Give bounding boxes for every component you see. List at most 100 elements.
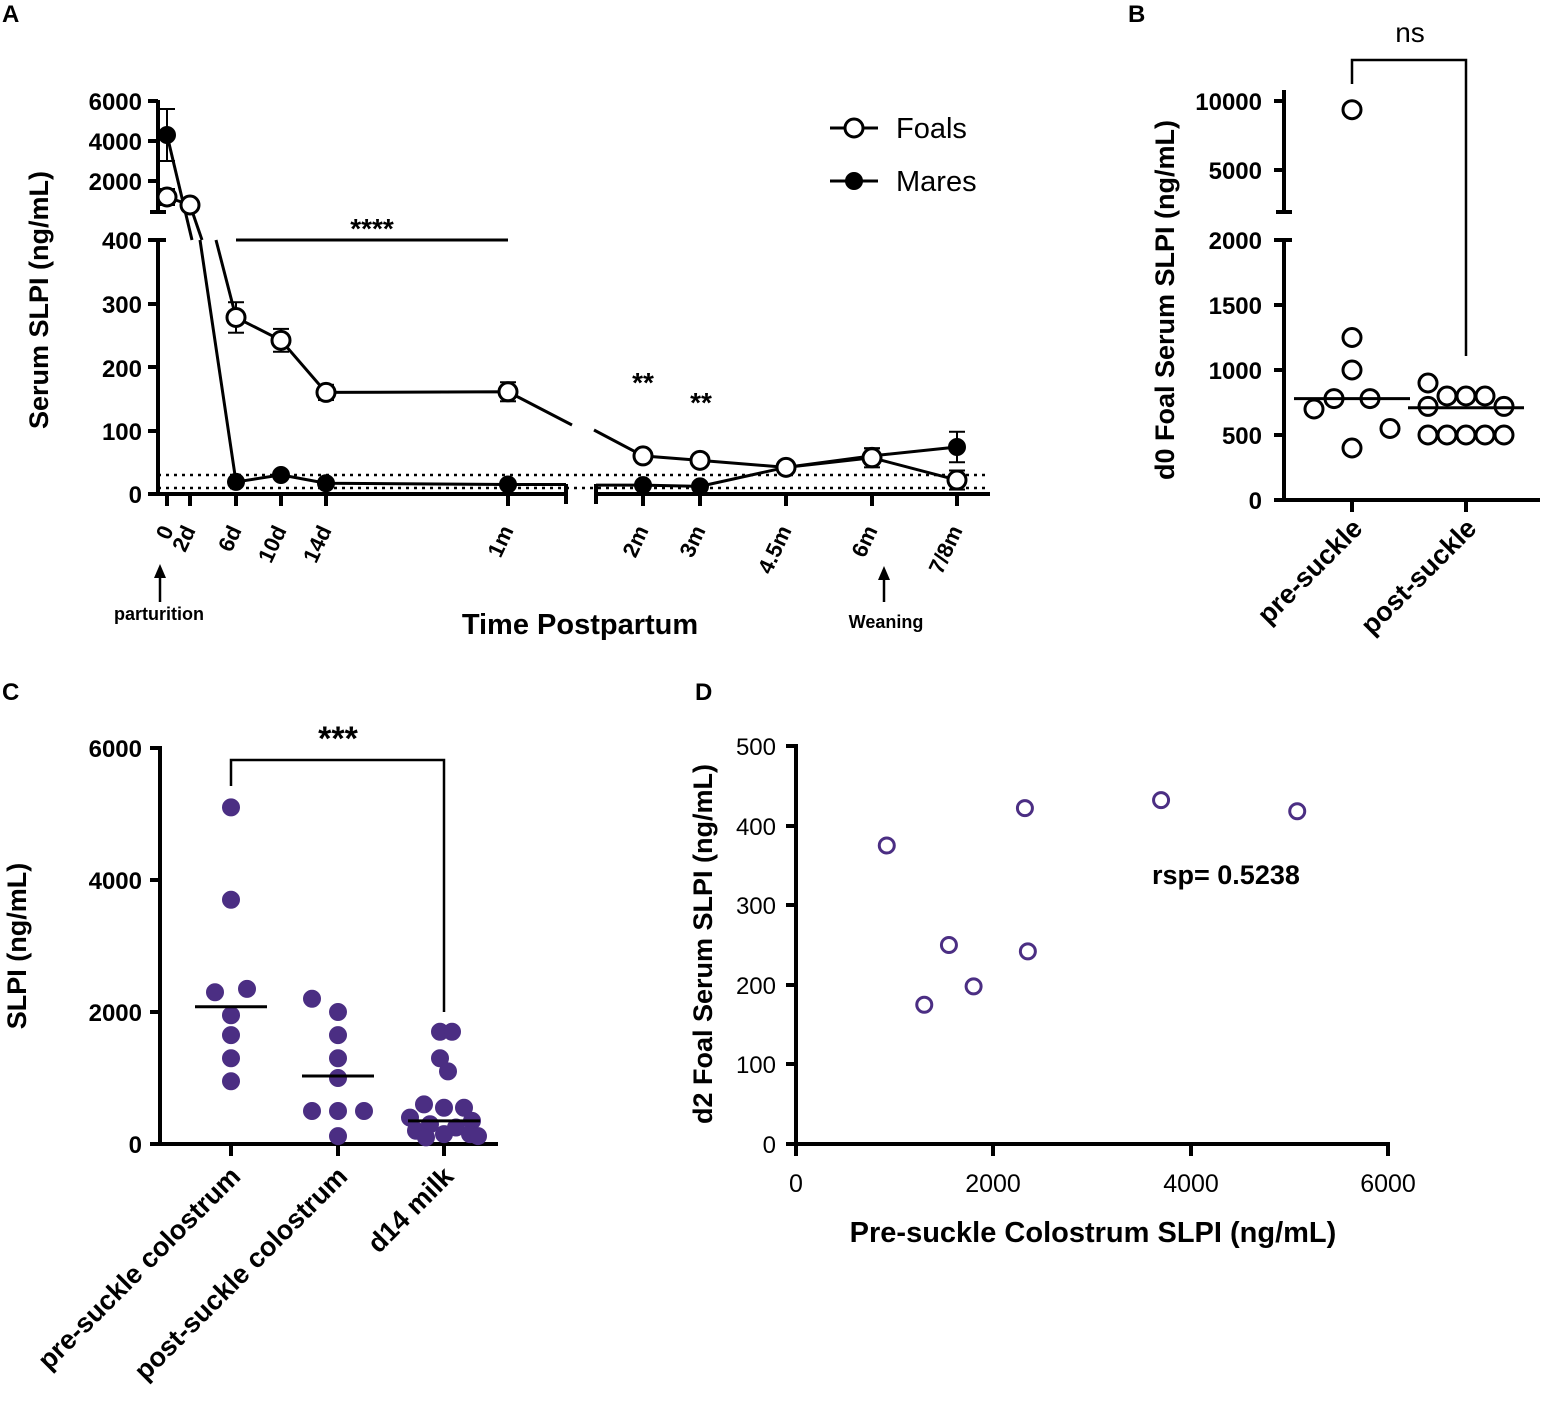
panel-label-d: D (695, 679, 712, 706)
c-point (222, 1049, 240, 1068)
d-ytick-label: 0 (763, 1132, 776, 1159)
mares-line-segment (198, 239, 566, 486)
c-point (222, 1072, 240, 1091)
b-ytick-label: 2000 (1209, 228, 1262, 255)
parturition-label: parturition (114, 604, 204, 624)
c-point (329, 1069, 347, 1087)
foals-point (775, 456, 797, 478)
a-ytick-label: 4000 (89, 129, 142, 156)
mares-point (317, 474, 335, 493)
a-ytick-label: 300 (102, 292, 142, 319)
c-point (222, 890, 240, 909)
panel-label-b: B (1128, 1, 1145, 28)
d-point (1018, 942, 1037, 961)
a-ytick-label: 100 (102, 419, 142, 446)
c-point (303, 989, 321, 1008)
a-ytick-label: 0 (129, 482, 142, 509)
b-y-axis-label: d0 Foal Serum SLPI (ng/mL) (1150, 120, 1180, 480)
c-point (435, 1125, 453, 1144)
d-y-axis-label: d2 Foal Serum SLPI (ng/mL) (688, 764, 718, 1124)
foals-point (225, 306, 247, 328)
b-point (1493, 424, 1515, 446)
foals-point (946, 469, 968, 491)
d-x-axis-label: Pre-suckle Colostrum SLPI (ng/mL) (850, 1217, 1337, 1249)
mares-line-segment (165, 134, 194, 241)
c-xtick-label: pre-suckle colostrum (32, 1161, 246, 1375)
foals-line-segment (214, 239, 573, 427)
panel-label-a: A (2, 1, 19, 28)
d-data-marks (877, 791, 1307, 1014)
d-xtick-label: 4000 (1163, 1170, 1219, 1198)
foals-point (689, 449, 711, 471)
c-point (329, 1003, 347, 1021)
weaning-arrowhead (878, 566, 890, 580)
c-point (355, 1102, 373, 1120)
a-ytick-label: 200 (102, 356, 142, 383)
b-point (1341, 99, 1363, 121)
c-point (439, 1062, 457, 1081)
d-xtick-label: 0 (789, 1170, 803, 1198)
c-ytick-label: 6000 (89, 736, 142, 763)
a-xtick-label: 4.5m (753, 522, 797, 578)
foals-point (861, 447, 883, 469)
b-point (1455, 424, 1477, 446)
foals-point (156, 186, 178, 208)
b-point (1417, 424, 1439, 446)
foals-point (179, 194, 201, 216)
c-point (435, 1098, 453, 1117)
c-point (222, 1006, 240, 1025)
c-point (206, 983, 224, 1002)
b-point (1436, 424, 1458, 446)
b-ytick-label: 1000 (1209, 358, 1262, 385)
a-xtick-label: 3m (674, 522, 710, 561)
d-ytick-label: 100 (736, 1052, 776, 1079)
mares-point (272, 465, 290, 484)
c-point (329, 1102, 347, 1120)
b-ytick-label: 10000 (1195, 89, 1262, 116)
foals-point (632, 445, 654, 467)
b-point (1436, 385, 1458, 407)
c-data-marks (195, 798, 487, 1147)
c-point (329, 1049, 347, 1068)
chart-panel-a: 0 100 200 300 400 2000 4000 6000 Serum S… (24, 89, 990, 641)
a-xtick-label: 6m (846, 522, 882, 561)
a-xtick-label: 7/8m (924, 522, 968, 578)
foals-point (497, 381, 519, 403)
legend-foals-marker (843, 117, 865, 139)
c-point (443, 1022, 461, 1041)
b-point (1474, 424, 1496, 446)
mares-point (691, 477, 709, 496)
c-point (415, 1095, 433, 1114)
b-xtick-label: post-suckle (1355, 513, 1482, 640)
b-point (1455, 385, 1477, 407)
c-point (417, 1128, 435, 1147)
c-xtick-label: post-suckle colostrum (128, 1161, 353, 1386)
mares-point (499, 475, 517, 494)
mares-point (158, 126, 176, 144)
c-ytick-label: 2000 (89, 1000, 142, 1027)
a-xtick-label: 2m (617, 522, 653, 561)
d-point (964, 977, 983, 996)
c-ytick-label: 0 (129, 1132, 142, 1159)
c-y-axis-label: SLPI (ng/mL) (2, 863, 32, 1029)
d-point (877, 836, 896, 855)
a-sig-stars-4: **** (350, 213, 394, 244)
d-xtick-label: 6000 (1360, 1170, 1416, 1198)
a-sig-stars-2m: ** (632, 367, 654, 398)
a-xtick-label: 10d (253, 522, 292, 567)
d-ytick-label: 200 (736, 973, 776, 1000)
parturition-arrowhead (154, 564, 166, 578)
legend-mares-marker (845, 172, 863, 190)
c-point (469, 1127, 487, 1146)
b-xtick-label: pre-suckle (1252, 513, 1369, 630)
c-sig-bracket (229, 758, 446, 1012)
c-point (222, 798, 240, 817)
c-point (303, 1102, 321, 1120)
a-sig-stars-3m: ** (690, 387, 712, 418)
a-xtick-label: 1m (482, 522, 518, 561)
a-xtick-label: 2d (167, 522, 201, 556)
b-point (1417, 372, 1439, 394)
c-point (455, 1098, 473, 1117)
c-ytick-label: 4000 (89, 868, 142, 895)
b-sig-bracket (1350, 58, 1468, 356)
